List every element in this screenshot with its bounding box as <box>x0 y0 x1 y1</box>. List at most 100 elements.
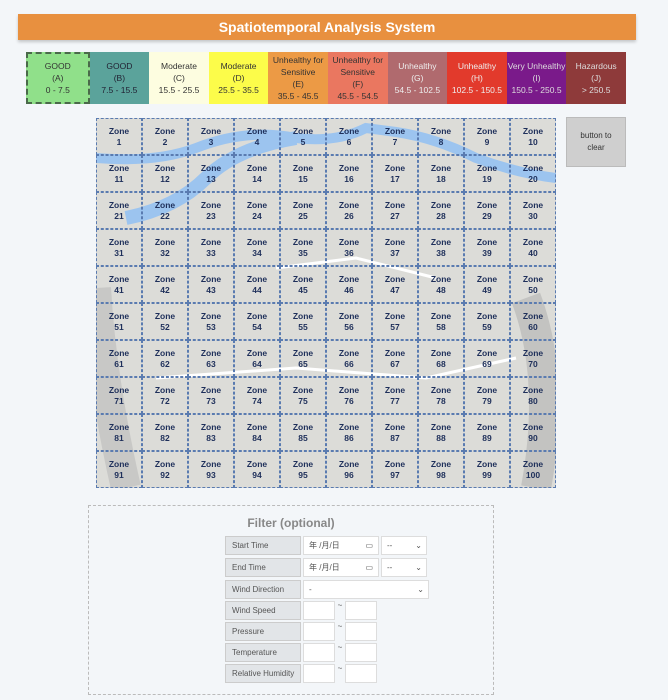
zone-cell[interactable]: Zone 76 <box>326 377 372 414</box>
zone-cell[interactable]: Zone 54 <box>234 303 280 340</box>
legend-item[interactable]: Unhealthy (H) 102.5 - 150.5 <box>447 52 507 104</box>
zone-cell[interactable]: Zone 47 <box>372 266 418 303</box>
end-time-select[interactable]: -- ⌄ <box>381 558 427 577</box>
zone-cell[interactable]: Zone 74 <box>234 377 280 414</box>
zone-cell[interactable]: Zone 99 <box>464 451 510 488</box>
zone-cell[interactable]: Zone 44 <box>234 266 280 303</box>
zone-cell[interactable]: Zone 12 <box>142 155 188 192</box>
zone-cell[interactable]: Zone 32 <box>142 229 188 266</box>
end-date-input[interactable]: 年 /月/日 ▭ <box>303 558 379 577</box>
zone-cell[interactable]: Zone 30 <box>510 192 556 229</box>
zone-cell[interactable]: Zone 42 <box>142 266 188 303</box>
zone-cell[interactable]: Zone 40 <box>510 229 556 266</box>
zone-map[interactable]: Zone 1 Zone 2 Zone 3 Zone 4 Zone 5 Zone 6 Zone 7 Zone 8… <box>96 118 556 488</box>
zone-cell[interactable]: Zone 63 <box>188 340 234 377</box>
zone-cell[interactable]: Zone 38 <box>418 229 464 266</box>
zone-cell[interactable]: Zone 4 <box>234 118 280 155</box>
zone-cell[interactable]: Zone 35 <box>280 229 326 266</box>
zone-cell[interactable]: Zone 90 <box>510 414 556 451</box>
zone-cell[interactable]: Zone 69 <box>464 340 510 377</box>
zone-cell[interactable]: Zone 95 <box>280 451 326 488</box>
zone-cell[interactable]: Zone 65 <box>280 340 326 377</box>
zone-cell[interactable]: Zone 3 <box>188 118 234 155</box>
zone-cell[interactable]: Zone 53 <box>188 303 234 340</box>
legend-item[interactable]: Unhealthy (G) 54.5 - 102.5 <box>387 52 448 104</box>
zone-cell[interactable]: Zone 23 <box>188 192 234 229</box>
zone-cell[interactable]: Zone 68 <box>418 340 464 377</box>
zone-cell[interactable]: Zone 67 <box>372 340 418 377</box>
zone-cell[interactable]: Zone 31 <box>96 229 142 266</box>
zone-cell[interactable]: Zone 49 <box>464 266 510 303</box>
zone-cell[interactable]: Zone 70 <box>510 340 556 377</box>
zone-cell[interactable]: Zone 13 <box>188 155 234 192</box>
zone-cell[interactable]: Zone 89 <box>464 414 510 451</box>
zone-cell[interactable]: Zone 92 <box>142 451 188 488</box>
zone-cell[interactable]: Zone 45 <box>280 266 326 303</box>
legend-item[interactable]: Unhealthy for Sensitive (E) 35.5 - 45.5 <box>268 52 328 104</box>
wind-direction-select[interactable]: - ⌄ <box>303 580 429 599</box>
zone-cell[interactable]: Zone 50 <box>510 266 556 303</box>
zone-cell[interactable]: Zone 59 <box>464 303 510 340</box>
zone-cell[interactable]: Zone 10 <box>510 118 556 155</box>
zone-cell[interactable]: Zone 79 <box>464 377 510 414</box>
start-time-select[interactable]: -- ⌄ <box>381 536 427 555</box>
zone-cell[interactable]: Zone 33 <box>188 229 234 266</box>
zone-cell[interactable]: Zone 36 <box>326 229 372 266</box>
legend-item[interactable]: Moderate (C) 15.5 - 25.5 <box>149 52 209 104</box>
zone-cell[interactable]: Zone 26 <box>326 192 372 229</box>
zone-cell[interactable]: Zone 15 <box>280 155 326 192</box>
wind-speed-min-input[interactable] <box>303 601 335 620</box>
zone-cell[interactable]: Zone 21 <box>96 192 142 229</box>
zone-cell[interactable]: Zone 58 <box>418 303 464 340</box>
zone-cell[interactable]: Zone 94 <box>234 451 280 488</box>
zone-cell[interactable]: Zone 84 <box>234 414 280 451</box>
zone-cell[interactable]: Zone 97 <box>372 451 418 488</box>
legend-item[interactable]: Unhealthy for Sensitive (F) 45.5 - 54.5 <box>327 52 388 104</box>
zone-cell[interactable]: Zone 77 <box>372 377 418 414</box>
zone-cell[interactable]: Zone 66 <box>326 340 372 377</box>
zone-cell[interactable]: Zone 28 <box>418 192 464 229</box>
zone-cell[interactable]: Zone 73 <box>188 377 234 414</box>
zone-cell[interactable]: Zone 87 <box>372 414 418 451</box>
zone-cell[interactable]: Zone 2 <box>142 118 188 155</box>
zone-cell[interactable]: Zone 48 <box>418 266 464 303</box>
zone-cell[interactable]: Zone 72 <box>142 377 188 414</box>
zone-cell[interactable]: Zone 17 <box>372 155 418 192</box>
zone-cell[interactable]: Zone 51 <box>96 303 142 340</box>
zone-cell[interactable]: Zone 80 <box>510 377 556 414</box>
zone-cell[interactable]: Zone 55 <box>280 303 326 340</box>
zone-cell[interactable]: Zone 24 <box>234 192 280 229</box>
zone-cell[interactable]: Zone 78 <box>418 377 464 414</box>
pressure-min-input[interactable] <box>303 622 335 641</box>
zone-cell[interactable]: Zone 25 <box>280 192 326 229</box>
zone-cell[interactable]: Zone 91 <box>96 451 142 488</box>
zone-cell[interactable]: Zone 56 <box>326 303 372 340</box>
zone-cell[interactable]: Zone 5 <box>280 118 326 155</box>
zone-cell[interactable]: Zone 62 <box>142 340 188 377</box>
zone-cell[interactable]: Zone 8 <box>418 118 464 155</box>
zone-cell[interactable]: Zone 88 <box>418 414 464 451</box>
zone-cell[interactable]: Zone 6 <box>326 118 372 155</box>
zone-cell[interactable]: Zone 34 <box>234 229 280 266</box>
calendar-icon[interactable]: ▭ <box>365 563 373 572</box>
zone-cell[interactable]: Zone 11 <box>96 155 142 192</box>
zone-cell[interactable]: Zone 46 <box>326 266 372 303</box>
zone-cell[interactable]: Zone 85 <box>280 414 326 451</box>
humidity-min-input[interactable] <box>303 664 335 683</box>
zone-cell[interactable]: Zone 16 <box>326 155 372 192</box>
pressure-max-input[interactable] <box>345 622 377 641</box>
zone-cell[interactable]: Zone 14 <box>234 155 280 192</box>
temperature-max-input[interactable] <box>345 643 377 662</box>
zone-cell[interactable]: Zone 60 <box>510 303 556 340</box>
zone-cell[interactable]: Zone 18 <box>418 155 464 192</box>
zone-cell[interactable]: Zone 29 <box>464 192 510 229</box>
legend-item[interactable]: Hazardous (J) > 250.5 <box>566 52 626 104</box>
zone-cell[interactable]: Zone 61 <box>96 340 142 377</box>
zone-cell[interactable]: Zone 83 <box>188 414 234 451</box>
zone-cell[interactable]: Zone 75 <box>280 377 326 414</box>
zone-cell[interactable]: Zone 100 <box>510 451 556 488</box>
calendar-icon[interactable]: ▭ <box>365 541 373 550</box>
zone-cell[interactable]: Zone 86 <box>326 414 372 451</box>
zone-cell[interactable]: Zone 81 <box>96 414 142 451</box>
zone-cell[interactable]: Zone 41 <box>96 266 142 303</box>
